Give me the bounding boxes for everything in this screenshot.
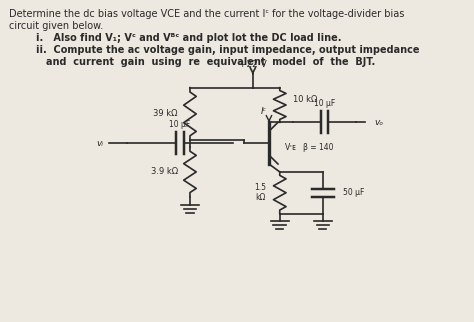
- Text: ii.  Compute the ac voltage gain, input impedance, output impedance: ii. Compute the ac voltage gain, input i…: [36, 45, 419, 55]
- Text: vₒ: vₒ: [374, 118, 383, 127]
- Text: 1.5
kΩ: 1.5 kΩ: [254, 183, 266, 203]
- Text: β = 140: β = 140: [303, 143, 334, 152]
- Text: 39 kΩ: 39 kΩ: [153, 109, 177, 118]
- Text: i.   Also find V₁; Vᶜ and Vᴮᶜ and plot lot the DC load line.: i. Also find V₁; Vᶜ and Vᴮᶜ and plot lot…: [36, 33, 341, 43]
- Text: and  current  gain  using  re  equivalent  model  of  the  BJT.: and current gain using re equivalent mod…: [46, 57, 375, 67]
- Text: 50 μF: 50 μF: [343, 188, 364, 197]
- Text: Iᶜ: Iᶜ: [261, 108, 266, 116]
- Text: 3.9 kΩ: 3.9 kΩ: [151, 167, 178, 176]
- Text: vᵢ: vᵢ: [97, 139, 104, 148]
- Text: 10 kΩ: 10 kΩ: [293, 95, 317, 104]
- Text: circuit given below.: circuit given below.: [9, 21, 103, 31]
- Text: +22 V: +22 V: [239, 60, 267, 69]
- Text: Vᶜᴇ: Vᶜᴇ: [285, 143, 297, 152]
- Text: 10 μF: 10 μF: [169, 120, 191, 129]
- Text: Determine the dc bias voltage VCE and the current Iᶜ for the voltage-divider bia: Determine the dc bias voltage VCE and th…: [9, 9, 404, 19]
- Text: 10 μF: 10 μF: [314, 99, 335, 109]
